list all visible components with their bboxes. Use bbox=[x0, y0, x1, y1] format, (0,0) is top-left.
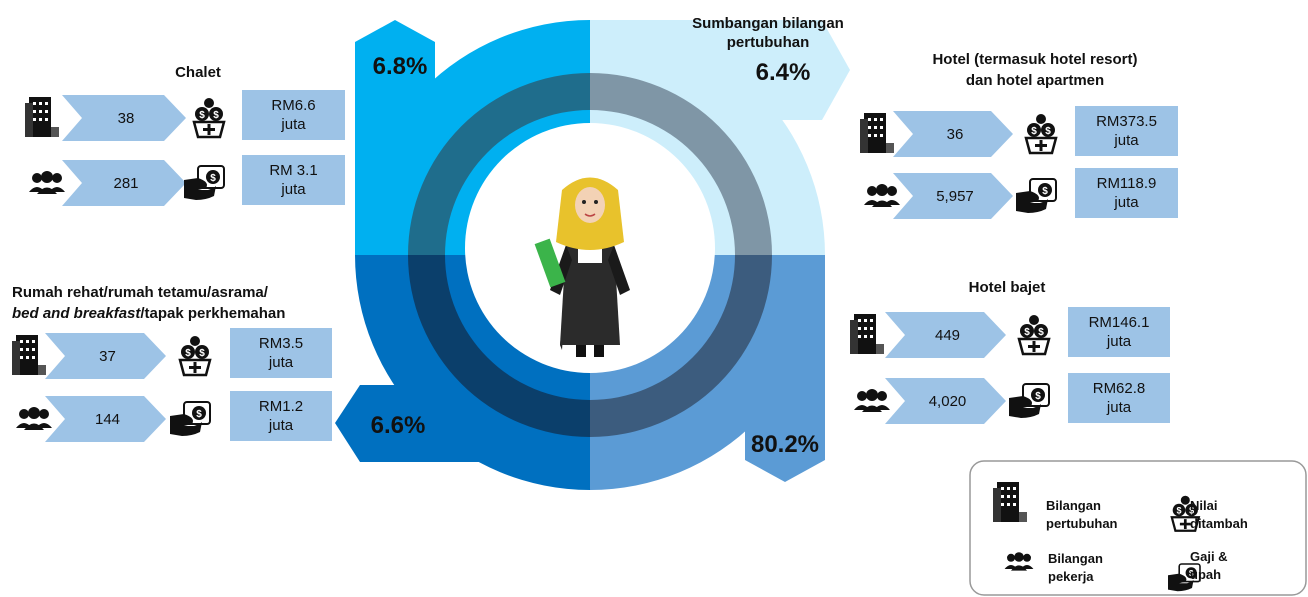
legend-label: Bilangan bbox=[1048, 551, 1103, 566]
segment-arrow bbox=[355, 20, 435, 255]
segment-percent: 80.2% bbox=[751, 431, 819, 458]
chevron bbox=[885, 312, 1006, 358]
chevron bbox=[45, 333, 166, 379]
chevron bbox=[893, 173, 1013, 219]
segment-percent: 6.6% bbox=[371, 412, 426, 439]
money-value: RM1.2 bbox=[259, 398, 303, 415]
segment-percent: 6.8% bbox=[373, 53, 428, 80]
legend-label: ditambah bbox=[1190, 516, 1248, 531]
money-value: juta bbox=[280, 181, 306, 198]
icon-value-added bbox=[178, 334, 212, 377]
money-value: juta bbox=[1113, 132, 1139, 149]
group-title: bed and breakfast/tapak perkhemahan bbox=[12, 305, 285, 322]
segment-ring bbox=[590, 255, 772, 437]
group-title: Rumah rehat/rumah tetamu/asrama/ bbox=[12, 284, 269, 301]
segment-ring bbox=[408, 255, 590, 437]
money-value: juta bbox=[1106, 333, 1132, 350]
icon-value-added bbox=[1017, 313, 1051, 356]
money-value: RM62.8 bbox=[1093, 380, 1146, 397]
money-value: juta bbox=[268, 354, 294, 371]
segment-ring bbox=[408, 73, 590, 255]
count-value: 37 bbox=[99, 348, 116, 365]
value-box bbox=[1075, 106, 1178, 156]
legend-frame bbox=[969, 460, 1307, 596]
center-title: pertubuhan bbox=[727, 34, 810, 51]
icon-people bbox=[16, 407, 52, 430]
group-title-rest: /tapak perkhemahan bbox=[140, 305, 285, 322]
money-value: RM373.5 bbox=[1096, 113, 1157, 130]
count-value: 38 bbox=[118, 110, 135, 127]
center-title: Sumbangan bilangan bbox=[692, 15, 844, 32]
woman-figure bbox=[534, 177, 630, 357]
count-value: 5,957 bbox=[936, 188, 974, 205]
money-value: RM3.5 bbox=[259, 335, 303, 352]
money-value: RM118.9 bbox=[1097, 175, 1157, 192]
count-value: 144 bbox=[95, 411, 120, 428]
value-box bbox=[230, 328, 332, 378]
segment-arrow bbox=[745, 255, 825, 482]
chevron bbox=[45, 396, 166, 442]
money-value: RM 3.1 bbox=[269, 162, 317, 179]
money-value: juta bbox=[268, 417, 294, 434]
count-value: 4,020 bbox=[929, 393, 967, 410]
chevron bbox=[62, 160, 186, 206]
group-title-italic: bed and breakfast bbox=[12, 305, 141, 322]
money-value: juta bbox=[1113, 194, 1139, 211]
segment-percent: 6.4% bbox=[756, 59, 811, 86]
legend: Bilangan pertubuhan Nilai ditambah Bilangan p… bbox=[969, 460, 1307, 596]
legend-label: Gaji & bbox=[1190, 549, 1228, 564]
chevron bbox=[893, 111, 1013, 157]
icon-people bbox=[29, 171, 65, 194]
group-title: Chalet bbox=[175, 64, 221, 81]
icon-wages bbox=[169, 401, 211, 437]
icon-people bbox=[864, 184, 900, 207]
count-value: 449 bbox=[935, 327, 960, 344]
value-box bbox=[230, 391, 332, 441]
count-value: 281 bbox=[113, 175, 138, 192]
money-value: juta bbox=[280, 116, 306, 133]
value-box bbox=[1075, 168, 1178, 218]
icon-building bbox=[850, 314, 884, 354]
value-box bbox=[1068, 373, 1170, 423]
icon-value-added bbox=[1024, 112, 1058, 155]
money-value: RM146.1 bbox=[1089, 314, 1150, 331]
icon-building bbox=[25, 97, 59, 137]
icon-building bbox=[12, 335, 46, 375]
icon-wages bbox=[183, 165, 225, 201]
icon-building bbox=[860, 113, 894, 153]
icon-people bbox=[854, 389, 890, 412]
value-box bbox=[242, 155, 345, 205]
segment-ring bbox=[590, 73, 772, 255]
legend-label: pertubuhan bbox=[1046, 516, 1118, 531]
icon-wages bbox=[1015, 178, 1057, 214]
group-title: Hotel (termasuk hotel resort) bbox=[932, 51, 1137, 68]
icon-value-added bbox=[192, 96, 226, 139]
chevron bbox=[885, 378, 1006, 424]
icon-wages bbox=[1008, 383, 1050, 419]
money-value: juta bbox=[1106, 399, 1132, 416]
legend-label: pekerja bbox=[1048, 569, 1094, 584]
legend-label: Nilai bbox=[1190, 498, 1217, 513]
group-title: Hotel bajet bbox=[969, 279, 1046, 296]
legend-label: Bilangan bbox=[1046, 498, 1101, 513]
value-box bbox=[242, 90, 345, 140]
group-title: dan hotel apartmen bbox=[966, 72, 1104, 89]
legend-label: upah bbox=[1190, 567, 1221, 582]
chevron bbox=[62, 95, 186, 141]
count-value: 36 bbox=[947, 126, 964, 143]
value-box bbox=[1068, 307, 1170, 357]
money-value: RM6.6 bbox=[271, 97, 315, 114]
